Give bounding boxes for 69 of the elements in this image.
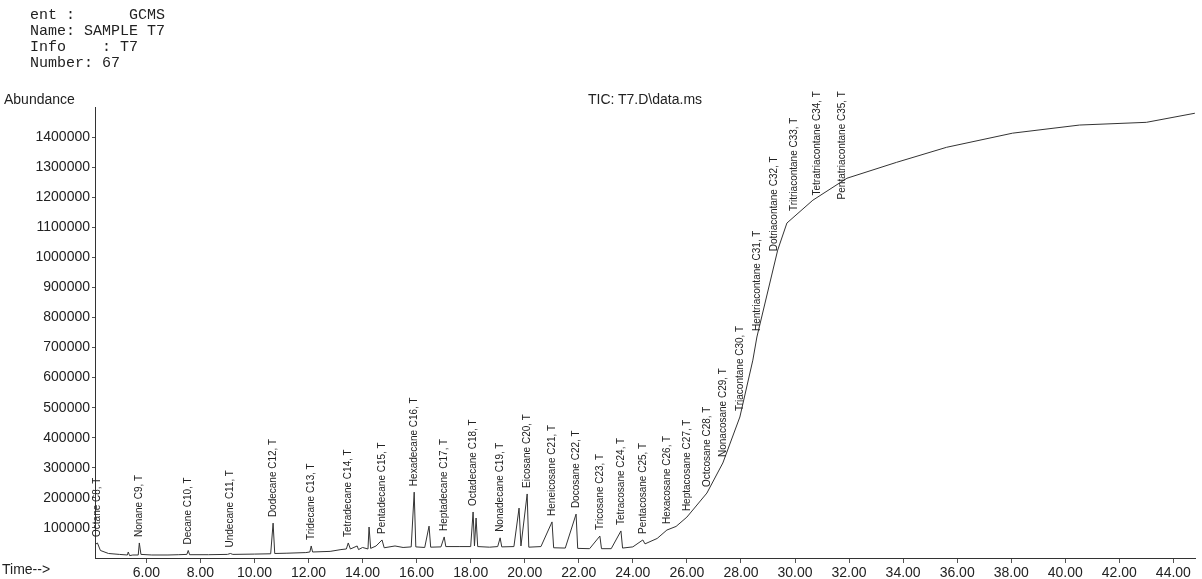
x-tick-label: 6.00 xyxy=(132,564,161,579)
annotation: Tetracosane C24, T xyxy=(614,437,626,525)
annotation: Octcosane C28, T xyxy=(700,406,712,488)
x-tick-label: 30.00 xyxy=(777,564,813,579)
y-tick-label: 200000 xyxy=(43,488,91,505)
x-tick-label: 38.00 xyxy=(993,564,1029,579)
annotation: Dodecane C12, T xyxy=(266,438,278,518)
annotation: Triacontane C30, T xyxy=(733,325,745,411)
x-tick-label: 20.00 xyxy=(507,564,543,579)
text: ent : GCMS xyxy=(30,7,166,24)
annotation: Docosane C22, T xyxy=(569,430,581,509)
y-tick-label: 400000 xyxy=(43,428,91,445)
annotation: Decane C10, T xyxy=(181,477,193,545)
annotation: Hexacosane C26, T xyxy=(660,435,672,525)
x-tick-label: 18.00 xyxy=(453,564,489,579)
y-tick-label: 1200000 xyxy=(35,188,91,205)
x-tick-label: 26.00 xyxy=(669,564,705,579)
text: Number: 67 xyxy=(30,55,121,72)
y-tick-label: 800000 xyxy=(43,308,91,325)
annotation: Tridecane C13, T xyxy=(304,463,316,540)
annotation: Pentacosane C25, T xyxy=(636,442,648,534)
x-tick-label: 32.00 xyxy=(831,564,867,579)
text: Info : T7 xyxy=(30,39,140,56)
annotation: Eicosane C20, T xyxy=(520,414,532,488)
annotation: Tetratriacontane C34, T xyxy=(810,91,822,196)
y-tick-label: 500000 xyxy=(43,398,91,415)
x-tick-label: 14.00 xyxy=(345,564,381,579)
y-tick-label: 700000 xyxy=(43,338,91,355)
x-axis-title: Time--> xyxy=(2,560,51,577)
chart-title: TIC: T7.D\data.ms xyxy=(587,90,703,107)
annotation: Heptacosane C27, T xyxy=(680,419,692,512)
annotation: Dotriacontane C32, T xyxy=(768,156,780,252)
x-tick-label: 24.00 xyxy=(615,564,651,579)
annotation: Nonadecane C19, T xyxy=(493,442,505,532)
y-axis-title: Abundance xyxy=(4,90,76,107)
text: Name: SAMPLE T7 xyxy=(30,23,166,40)
x-tick-label: 28.00 xyxy=(723,564,759,579)
x-tick-label: 40.00 xyxy=(1047,564,1083,579)
annotation: Heptadecane C17, T xyxy=(437,438,449,531)
x-tick-label: 34.00 xyxy=(885,564,921,579)
y-tick-label: 1400000 xyxy=(35,127,91,144)
annotation: Pentadecane C15, T xyxy=(375,442,387,534)
annotation: Heneicosane C21, T xyxy=(545,424,557,516)
annotation: Nonacosane C29, T xyxy=(716,368,728,457)
annotation: Tetradecane C14, T xyxy=(341,449,353,537)
annotation: Nonane C9, T xyxy=(133,474,145,537)
annotation: Hentriacontane C31, T xyxy=(750,230,762,332)
x-tick-label: 10.00 xyxy=(236,564,273,579)
x-tick-label: 8.00 xyxy=(186,564,215,579)
annotation: Tritriacontane C33, T xyxy=(788,117,800,212)
annotation: Pentatriacontane C35, T xyxy=(835,91,847,200)
y-tick-label: 600000 xyxy=(43,368,91,385)
x-tick-label: 44.00 xyxy=(1155,564,1192,579)
x-tick-label: 12.00 xyxy=(290,564,327,579)
annotation: Octadecane C18, T xyxy=(466,419,478,506)
x-tick-label: 42.00 xyxy=(1101,564,1138,579)
annotation: Octane C8, T xyxy=(91,477,103,537)
x-tick-label: 16.00 xyxy=(399,564,435,579)
annotation: Tricosane C23, T xyxy=(593,453,605,531)
y-tick-label: 1000000 xyxy=(35,248,91,265)
y-tick-label: 900000 xyxy=(43,278,91,295)
annotation: Hexadecane C16, T xyxy=(407,397,419,487)
y-tick-label: 1100000 xyxy=(36,218,91,235)
y-tick-label: 1300000 xyxy=(35,157,91,174)
x-tick-label: 22.00 xyxy=(561,564,597,579)
annotation: Undecane C11, T xyxy=(224,470,236,548)
y-tick-label: 300000 xyxy=(43,458,91,475)
y-tick-label: 100000 xyxy=(43,518,91,535)
x-tick-label: 36.00 xyxy=(939,564,975,579)
